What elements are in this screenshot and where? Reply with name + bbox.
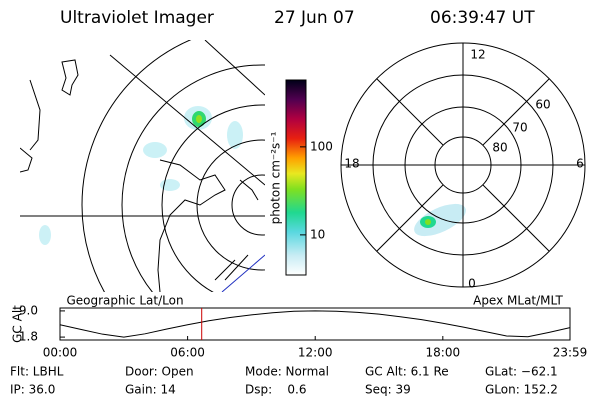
altitude-line: [59, 310, 571, 338]
colorbar-label: photon cm⁻²s⁻¹: [269, 131, 283, 224]
colorbar-tick-label: 10: [310, 227, 325, 241]
status-field: Mode: Normal: [245, 365, 329, 379]
status-field: Flt: LBHL: [10, 365, 64, 379]
status-field: Seq: 39: [365, 383, 411, 397]
status-field: GLat: −62.1: [485, 365, 558, 379]
mlt-label: 0: [468, 277, 476, 291]
date: 27 Jun 07: [274, 8, 355, 28]
status-field: Door: Open: [125, 365, 194, 379]
title: Ultraviolet Imager: [60, 8, 214, 28]
mlat-label: 80: [492, 141, 507, 155]
status-field: IP: 36.0: [10, 383, 55, 397]
mlat-label: 70: [512, 121, 527, 135]
y-tick-label: 9.0: [19, 303, 38, 317]
time: 06:39:47 UT: [430, 8, 535, 28]
mlt-label: 6: [576, 157, 584, 171]
colorbar: [285, 79, 307, 276]
apex-polar-plot: [340, 42, 586, 288]
status-field: GC Alt: 6.1 Re: [365, 365, 449, 379]
mlat-label: 60: [535, 98, 550, 112]
panel-label: Geographic Lat/Lon: [66, 294, 183, 308]
status-field: Dsp: 0.6: [245, 383, 307, 397]
panel-label: Apex MLat/MLT: [473, 294, 563, 308]
x-tick-label: 23:59: [553, 346, 588, 360]
colorbar-tick-label: 100: [310, 139, 333, 153]
status-field: Gain: 14: [125, 383, 176, 397]
status-field: GLon: 152.2: [485, 383, 558, 397]
x-tick-label: 06:00: [170, 346, 205, 360]
geographic-image: [20, 40, 265, 292]
y-tick-label: 1.8: [19, 330, 38, 344]
mlt-label: 12: [470, 48, 485, 62]
timeline-ylabel: GC Alt: [11, 305, 25, 343]
x-tick-label: 12:00: [298, 346, 333, 360]
x-tick-label: 00:00: [43, 346, 78, 360]
x-tick-label: 18:00: [426, 346, 461, 360]
mlt-label: 18: [344, 157, 359, 171]
